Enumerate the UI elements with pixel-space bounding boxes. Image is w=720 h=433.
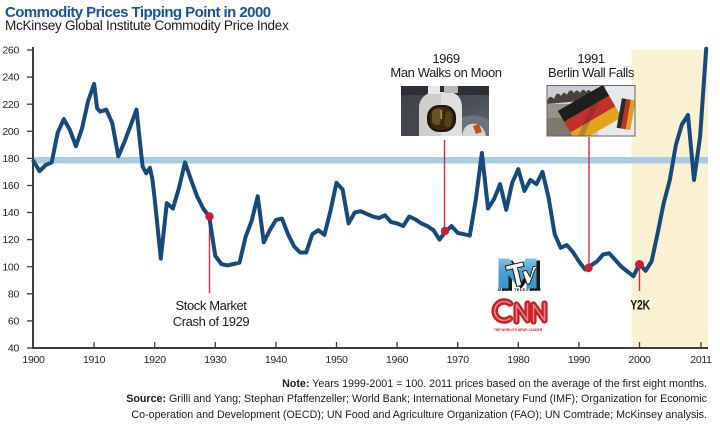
svg-text:260: 260 [2, 45, 19, 57]
svg-text:1990: 1990 [568, 354, 591, 366]
svg-text:1900: 1900 [22, 354, 45, 366]
svg-text:40: 40 [8, 343, 20, 355]
svg-text:2011: 2011 [690, 354, 712, 366]
svg-text:1950: 1950 [325, 354, 348, 366]
svg-text:1930: 1930 [204, 354, 227, 366]
svg-text:60: 60 [8, 316, 20, 328]
svg-text:1960: 1960 [386, 354, 409, 366]
svg-text:80: 80 [8, 288, 20, 300]
svg-text:240: 240 [2, 72, 19, 84]
svg-text:100: 100 [2, 261, 19, 273]
svg-text:200: 200 [2, 126, 19, 138]
svg-text:120: 120 [2, 234, 19, 246]
svg-text:180: 180 [2, 153, 19, 165]
svg-text:220: 220 [2, 99, 19, 111]
svg-text:1940: 1940 [265, 354, 288, 366]
svg-text:THE WORLD'S NEWS LEADER: THE WORLD'S NEWS LEADER [494, 328, 543, 332]
svg-text:140: 140 [2, 207, 19, 219]
svg-text:1920: 1920 [144, 354, 167, 366]
svg-text:1980: 1980 [507, 354, 530, 366]
svg-text:1910: 1910 [83, 354, 106, 366]
svg-text:MUSIC TELEVISION: MUSIC TELEVISION [498, 287, 541, 292]
svg-text:2000: 2000 [628, 354, 651, 366]
svg-text:160: 160 [2, 180, 19, 192]
svg-text:1970: 1970 [447, 354, 470, 366]
